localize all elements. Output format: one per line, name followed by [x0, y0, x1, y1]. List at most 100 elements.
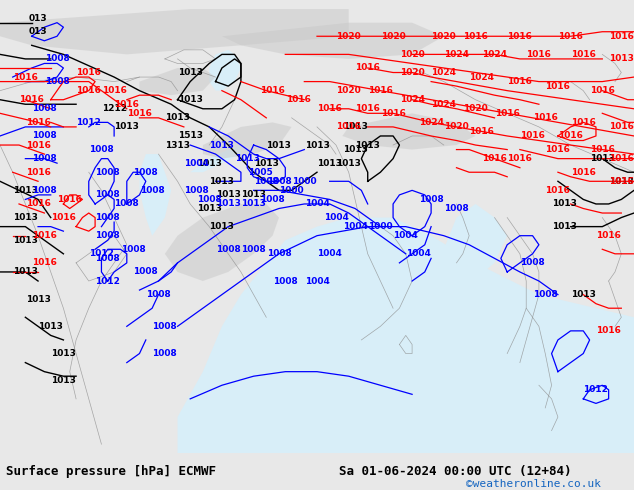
Text: 1016: 1016 [590, 86, 615, 95]
Text: 1008: 1008 [44, 77, 70, 86]
Text: 1013: 1013 [552, 199, 577, 208]
Text: 1013: 1013 [197, 159, 222, 168]
Text: 1016: 1016 [127, 109, 152, 118]
Text: 1013: 1013 [571, 290, 596, 299]
Text: 1013: 1013 [609, 177, 634, 186]
Text: 1013: 1013 [51, 349, 76, 358]
Text: 1013: 1013 [241, 191, 266, 199]
Text: 1016: 1016 [507, 154, 533, 163]
Text: 1008: 1008 [444, 204, 469, 213]
Text: 1008: 1008 [254, 177, 279, 186]
Text: 1016: 1016 [76, 86, 101, 95]
Text: 1008: 1008 [120, 245, 146, 254]
Text: 1016: 1016 [51, 213, 76, 222]
Text: 1013: 1013 [355, 141, 380, 149]
Text: 1212: 1212 [101, 104, 127, 113]
Text: 1000: 1000 [368, 222, 392, 231]
Text: 1013: 1013 [609, 54, 634, 63]
Text: 1013: 1013 [178, 95, 203, 104]
Text: 1016: 1016 [590, 145, 615, 154]
Text: 1016: 1016 [495, 109, 520, 118]
Text: 1016: 1016 [25, 199, 51, 208]
Text: 1013: 1013 [165, 113, 190, 122]
Text: 013: 013 [29, 27, 48, 36]
Text: 1008: 1008 [533, 290, 558, 299]
Text: 1000: 1000 [292, 177, 316, 186]
Text: 1016: 1016 [571, 168, 596, 177]
Text: 1004: 1004 [304, 199, 330, 208]
Text: 1013: 1013 [241, 199, 266, 208]
Text: 1016: 1016 [545, 82, 571, 91]
Text: 1016: 1016 [507, 32, 533, 41]
Text: 1008: 1008 [95, 168, 120, 177]
Text: 1013: 1013 [13, 236, 38, 245]
Text: 1016: 1016 [114, 100, 139, 109]
Text: 1008: 1008 [241, 245, 266, 254]
Text: 1024: 1024 [431, 68, 456, 77]
Text: 1013: 1013 [13, 213, 38, 222]
Text: 1024: 1024 [399, 95, 425, 104]
Text: 1024: 1024 [469, 73, 495, 81]
Text: 1008: 1008 [114, 199, 139, 208]
Polygon shape [203, 122, 292, 159]
Polygon shape [139, 154, 171, 236]
Text: 1004: 1004 [323, 213, 349, 222]
Text: ©weatheronline.co.uk: ©weatheronline.co.uk [466, 479, 601, 489]
Text: 1005: 1005 [247, 168, 273, 177]
Text: 1013: 1013 [216, 191, 241, 199]
Text: 1016: 1016 [285, 95, 311, 104]
Text: 1008: 1008 [32, 154, 57, 163]
Polygon shape [190, 145, 241, 172]
Text: 1016: 1016 [336, 122, 361, 131]
Text: 1008: 1008 [197, 195, 222, 204]
Text: 1016: 1016 [596, 326, 621, 335]
Text: 1016: 1016 [76, 68, 101, 77]
Text: 1008: 1008 [95, 254, 120, 263]
Text: 1016: 1016 [25, 168, 51, 177]
Text: 1020: 1020 [431, 32, 456, 41]
Text: 1020: 1020 [399, 50, 425, 59]
Polygon shape [0, 9, 349, 54]
Text: 1016: 1016 [545, 145, 571, 154]
Text: 1024: 1024 [431, 100, 456, 109]
Text: 1024: 1024 [418, 118, 444, 127]
Polygon shape [178, 218, 634, 453]
Text: 1016: 1016 [368, 86, 393, 95]
Text: 1013: 1013 [51, 376, 76, 385]
Text: 1016: 1016 [609, 154, 634, 163]
Text: 1016: 1016 [469, 127, 495, 136]
Text: 1016: 1016 [571, 50, 596, 59]
Text: 1016: 1016 [101, 86, 127, 95]
Text: 1012: 1012 [89, 249, 114, 258]
Text: 1008: 1008 [266, 177, 292, 186]
Text: 1008: 1008 [418, 195, 444, 204]
Text: 1008: 1008 [133, 168, 158, 177]
Text: 1008: 1008 [184, 186, 209, 195]
Text: 1013: 1013 [13, 186, 38, 195]
Text: 1016: 1016 [482, 154, 507, 163]
Text: 1016: 1016 [380, 109, 406, 118]
Text: 1008: 1008 [32, 186, 57, 195]
Text: 1016: 1016 [355, 64, 380, 73]
Text: 1008: 1008 [95, 213, 120, 222]
Text: 1008: 1008 [152, 322, 178, 331]
Text: 1016: 1016 [13, 73, 38, 81]
Text: 1016: 1016 [317, 104, 342, 113]
Text: 1013: 1013 [114, 122, 139, 131]
Text: 1016: 1016 [609, 177, 634, 186]
Text: 1012: 1012 [95, 276, 120, 286]
Text: 1016: 1016 [25, 141, 51, 149]
Text: 1008: 1008 [95, 191, 120, 199]
Text: 1008: 1008 [133, 268, 158, 276]
Text: 1016: 1016 [596, 231, 621, 240]
Text: 1016: 1016 [558, 131, 583, 141]
Text: 1020: 1020 [336, 86, 361, 95]
Text: 1008: 1008 [32, 131, 57, 141]
Text: 1004: 1004 [304, 276, 330, 286]
Polygon shape [209, 50, 241, 91]
Text: 1008: 1008 [260, 195, 285, 204]
Text: 1013: 1013 [336, 159, 361, 168]
Text: 1013: 1013 [254, 159, 279, 168]
Text: 1016: 1016 [463, 32, 488, 41]
Text: 1004: 1004 [342, 222, 368, 231]
